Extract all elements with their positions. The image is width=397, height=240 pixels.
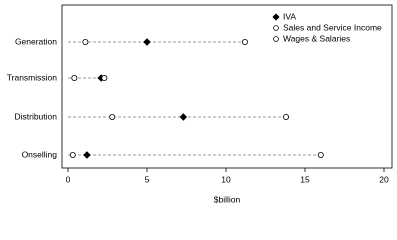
- y-tick-label: Generation: [15, 36, 57, 46]
- dot-marker: [109, 114, 116, 121]
- dot-marker: [71, 75, 78, 82]
- dot-marker: [317, 151, 324, 158]
- y-tick-label: Transmission: [7, 72, 57, 82]
- x-tick-label: 15: [300, 174, 310, 184]
- legend-marker: [273, 25, 279, 31]
- page: {"chart_data": {"type": "dot", "categori…: [6, 4, 393, 205]
- legend-label: Sales and Service Income: [283, 22, 382, 32]
- x-tick-label: 20: [379, 174, 389, 184]
- x-tick-label: 10: [221, 174, 231, 184]
- dot-marker: [241, 39, 248, 46]
- y-tick-label: Distribution: [14, 111, 57, 121]
- legend-marker: [272, 13, 280, 21]
- dot-marker: [69, 151, 76, 158]
- dot-marker: [83, 151, 91, 159]
- dot-marker: [143, 38, 151, 46]
- dot-marker: [82, 39, 89, 46]
- x-axis-label: $billion: [214, 194, 241, 204]
- dot-marker: [101, 75, 108, 82]
- dot-marker: [283, 114, 290, 121]
- dot-marker: [179, 113, 188, 121]
- plot-frame: [61, 4, 393, 169]
- legend-label: IVA: [283, 11, 296, 21]
- x-tick-label: 0: [66, 174, 71, 184]
- legend-marker: [273, 36, 279, 42]
- x-tick-label: 5: [145, 174, 150, 184]
- chart: $billion 0 5 10 15 20 Generation Transmission D…: [7, 4, 393, 204]
- legend-label: Wages & Salaries: [283, 33, 350, 43]
- y-tick-label: Onselling: [22, 149, 58, 159]
